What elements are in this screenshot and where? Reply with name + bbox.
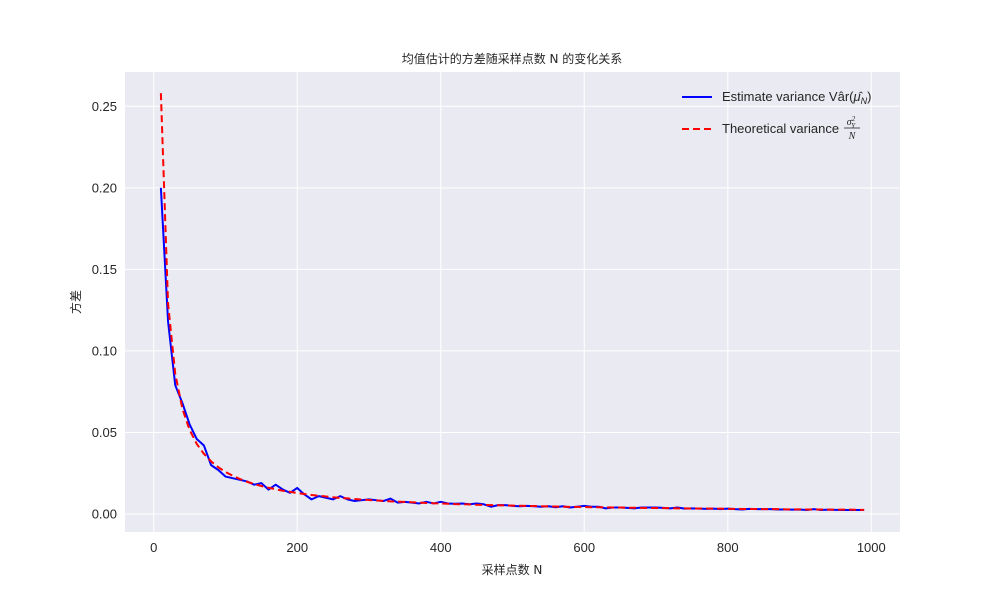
legend-estimate-prefix: Estimate variance V: [722, 89, 838, 104]
legend-estimate-ropen: r(: [845, 89, 854, 104]
x-tick-label: 0: [150, 540, 157, 555]
legend-theoretical-frac-num: σ2 Y: [847, 115, 856, 130]
tick-layer: 0.00 0.05 0.10 0.15 0.20 0.25 0 200 400 600 800 100…: [92, 99, 886, 555]
y-tick-label: 0.05: [92, 425, 117, 440]
y-tick-label: 0.15: [92, 262, 117, 277]
y-tick-label: 0.20: [92, 180, 117, 195]
x-tick-label: 1000: [857, 540, 886, 555]
series-theoretical-line: [159, 93, 865, 511]
grid-layer: [125, 72, 900, 532]
legend-estimate-sub: N: [861, 96, 868, 106]
y-tick-label: 0.00: [92, 507, 117, 522]
legend-theoretical-frac-den: N: [848, 131, 857, 142]
x-axis-label: 采样点数 N: [482, 562, 543, 577]
series-layer: [159, 93, 865, 511]
legend-estimate-label: Estimate variance Vâr(μ̂N): [722, 89, 871, 106]
x-tick-label: 400: [430, 540, 452, 555]
chart-title: 均值估计的方差随采样点数 N 的变化关系: [402, 51, 623, 66]
legend-estimate-ahat: â: [838, 89, 846, 104]
y-axis-label: 方差: [68, 290, 83, 314]
y-tick-label: 0.10: [92, 343, 117, 358]
legend: Estimate variance Vâr(μ̂N) Theoretical v…: [682, 89, 871, 142]
y-tick-label: 0.25: [92, 99, 117, 114]
legend-estimate-mu: μ̂: [853, 89, 864, 104]
legend-theoretical-label: Theoretical variance: [722, 121, 839, 136]
x-tick-label: 600: [573, 540, 595, 555]
plot-background: [125, 72, 900, 532]
x-tick-label: 800: [717, 540, 739, 555]
legend-estimate-close: ): [867, 89, 871, 104]
x-tick-label: 200: [286, 540, 308, 555]
